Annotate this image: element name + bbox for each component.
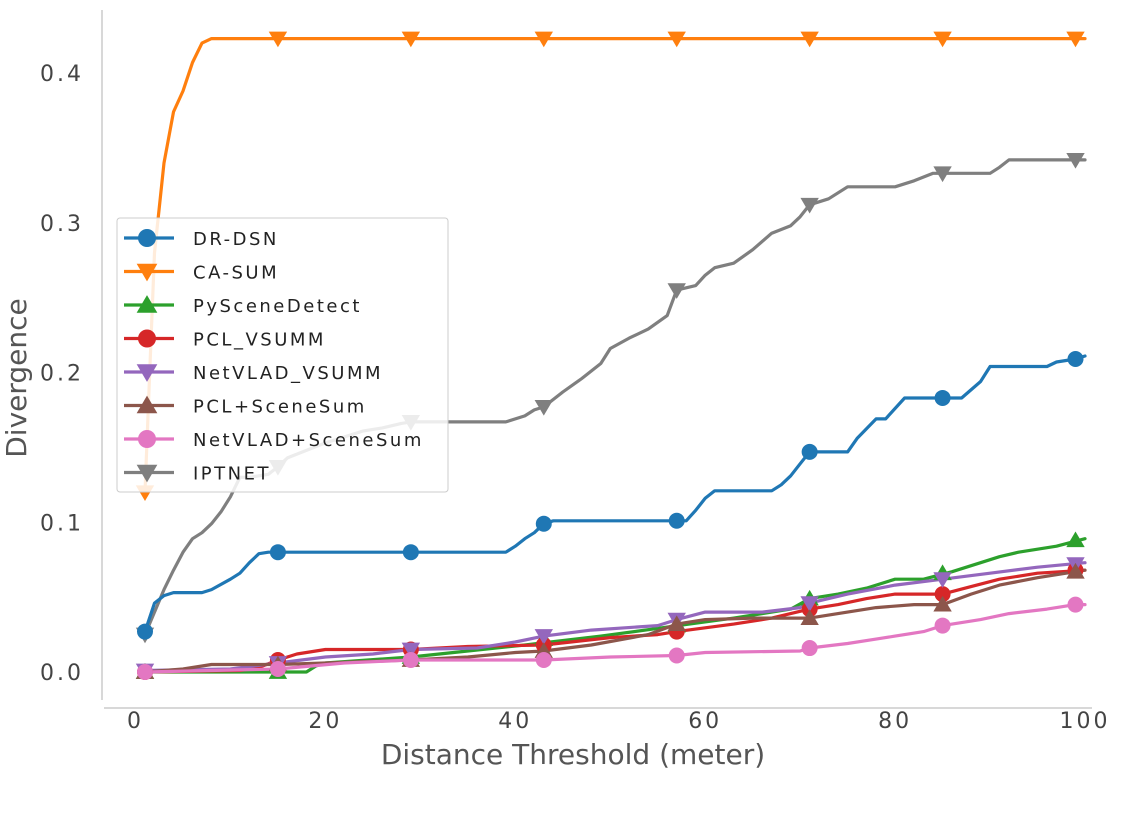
data-point-marker	[801, 443, 818, 460]
data-point-marker	[401, 642, 421, 659]
x-tick-label: 60	[688, 709, 722, 734]
y-tick-label: 0.3	[40, 212, 84, 237]
series-line	[143, 354, 1087, 634]
data-point-marker	[668, 512, 685, 529]
data-point-marker	[138, 430, 156, 448]
data-point-marker	[667, 31, 686, 48]
legend-box	[116, 217, 449, 493]
data-point-marker	[136, 395, 158, 414]
data-point-marker	[534, 31, 553, 48]
data-point-marker	[668, 647, 685, 664]
data-point-marker	[401, 31, 421, 48]
data-point-marker	[800, 31, 819, 48]
data-point-marker	[1066, 31, 1085, 48]
legend-entry-label: PySceneDetect	[193, 296, 362, 317]
data-point-marker	[1067, 351, 1084, 368]
y-axis-label: Divergence	[0, 298, 33, 458]
legend-entry-label: PCL_VSUMM	[193, 330, 326, 351]
data-point-marker	[138, 229, 156, 247]
legend-entry-label: PCL+SceneSum	[193, 397, 367, 418]
data-point-marker	[138, 329, 156, 348]
data-point-marker	[136, 623, 153, 640]
data-point-marker	[534, 629, 553, 645]
data-point-marker	[1066, 562, 1085, 579]
series-line	[143, 603, 1087, 674]
x-tick-label: 0	[127, 709, 144, 734]
legend-entry-label: DR-DSN	[193, 229, 279, 250]
data-point-marker	[402, 544, 419, 561]
data-point-marker	[136, 664, 153, 680]
data-point-marker	[801, 640, 818, 657]
legend: DR-DSN CA-SUM PySceneDetect PCL_VSUMM NetVLA…	[116, 217, 449, 493]
x-tick-label: 20	[308, 709, 342, 734]
x-tick-label: 100	[1060, 709, 1111, 734]
data-point-marker	[933, 31, 952, 48]
data-point-marker	[269, 661, 286, 678]
x-tick-label: 80	[878, 709, 912, 734]
data-point-marker	[402, 652, 419, 669]
data-point-marker	[934, 617, 951, 634]
series-line	[143, 561, 1087, 673]
series-line	[143, 158, 1087, 637]
legend-entry-label: CA-SUM	[193, 263, 279, 284]
data-point-marker	[535, 515, 552, 532]
data-point-marker	[535, 652, 552, 669]
data-point-marker	[933, 572, 952, 588]
data-point-marker	[934, 389, 951, 406]
data-point-marker	[933, 166, 952, 183]
data-point-marker	[136, 464, 158, 483]
legend-entry-label: IPTNET	[193, 464, 271, 485]
data-point-marker	[933, 595, 952, 612]
y-tick-label: 0.2	[40, 362, 84, 387]
data-point-marker	[136, 295, 158, 313]
data-point-marker	[1067, 596, 1084, 613]
y-tick-label: 0.1	[40, 511, 84, 536]
data-point-marker	[667, 283, 686, 299]
data-point-marker	[1066, 531, 1085, 548]
data-point-marker	[136, 364, 158, 382]
data-point-marker	[534, 400, 553, 416]
data-point-marker	[667, 615, 686, 631]
data-point-marker	[136, 263, 158, 282]
y-tick-label: 0.4	[40, 62, 84, 87]
x-axis-label: Distance Threshold (meter)	[381, 738, 765, 771]
series-line	[143, 568, 1087, 674]
data-point-marker	[1066, 152, 1085, 169]
chart-axes	[101, 10, 1092, 709]
x-tick-labels: 0 20 40 60 80 100	[127, 709, 1111, 734]
legend-entry-label: NetVLAD+SceneSum	[193, 430, 424, 451]
y-tick-label: 0.0	[40, 661, 84, 686]
data-point-marker	[800, 197, 819, 214]
data-point-marker	[800, 596, 819, 612]
data-point-marker	[268, 31, 288, 48]
data-point-marker	[934, 586, 951, 603]
y-tick-labels: 0.0 0.1 0.2 0.3 0.4	[40, 62, 84, 686]
x-tick-label: 40	[498, 709, 532, 734]
data-point-marker	[269, 544, 286, 561]
data-point-marker	[800, 609, 819, 625]
legend-entry-label: NetVLAD_VSUMM	[193, 363, 383, 384]
